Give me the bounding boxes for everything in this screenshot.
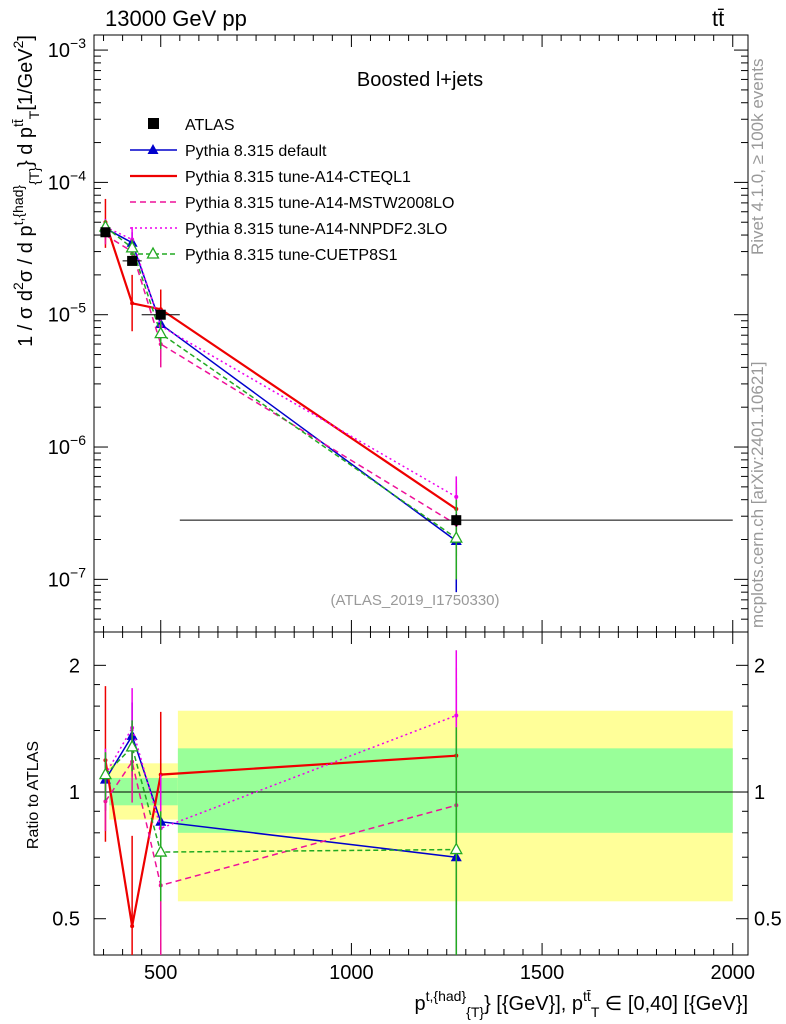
x-tick-label: 1500	[520, 962, 565, 984]
ratio-point-4	[125, 739, 139, 752]
ratio-y-tick-label: 1	[69, 782, 80, 804]
series-point-4	[125, 240, 139, 253]
ratio-point-2	[103, 799, 108, 804]
legend-label-2: Pythia 8.315 tune-A14-MSTW2008LO	[185, 195, 454, 212]
ratio-point-1	[130, 924, 135, 929]
ratio-point-4	[154, 844, 168, 857]
ratio-line-1	[104, 754, 457, 927]
ratio-y-tick-label: 0.5	[52, 909, 80, 931]
data-point	[127, 255, 138, 266]
legend-label-3: Pythia 8.315 tune-A14-NNPDF2.3LO	[185, 221, 447, 238]
ratio-point-4	[98, 767, 113, 780]
ratio-band-green-1	[177, 748, 733, 833]
ratio-y-tick-label-right: 1	[754, 782, 765, 804]
ratio-plot-frame	[93, 631, 749, 956]
ratio-y-tick-label-right: 0.5	[754, 909, 782, 931]
data-point	[451, 515, 462, 526]
legend-marker-atlas	[148, 118, 159, 129]
legend-marker-0	[147, 144, 159, 154]
y-axis-label: 1 / σ d2σ / d pt,{had}{T}} d ptt̄T[1/GeV…	[10, 35, 42, 347]
data-point	[100, 227, 111, 238]
series-line-0	[105, 227, 457, 542]
legend-marker-4	[146, 246, 160, 259]
x-tick-label: 500	[144, 962, 177, 984]
header-right: tt̄	[712, 6, 725, 31]
y-tick-label: 10−5	[48, 300, 86, 327]
y-tick-label: 10−6	[48, 432, 86, 459]
ratio-point-3	[454, 713, 459, 718]
legend-label-0: Pythia 8.315 default	[185, 143, 327, 160]
series-line-3	[105, 226, 457, 498]
series-line-1	[104, 221, 457, 510]
plot-title: Boosted l+jets	[357, 69, 483, 91]
legend-label-4: Pythia 8.315 tune-CUETP8S1	[185, 247, 398, 264]
series-point-4	[154, 326, 168, 339]
ratio-y-tick-label-right: 2	[754, 655, 765, 677]
series-point-3	[454, 494, 459, 499]
analysis-watermark: (ATLAS_2019_I1750330)	[330, 592, 499, 609]
legend-label-1: Pythia 8.315 tune-A14-CTEQL1	[185, 169, 411, 186]
header-left: 13000 GeV pp	[105, 6, 247, 31]
x-tick-label: 2000	[710, 962, 755, 984]
y-tick-label: 10−7	[48, 564, 86, 591]
series-point-1	[130, 301, 135, 306]
series-line-2	[105, 234, 457, 526]
series-point-4	[449, 530, 463, 543]
y-tick-label: 10−3	[48, 35, 86, 62]
data-point	[155, 309, 166, 320]
ratio-y-axis-label: Ratio to ATLAS	[25, 741, 42, 849]
ratio-line-2	[104, 759, 457, 887]
x-axis-label: pt,{had}{T}} [{GeV}], ptt̄T ∈ [0,40] [{G…	[415, 988, 748, 1020]
ratio-point-4	[449, 842, 463, 855]
ratio-y-tick-label: 2	[69, 655, 80, 677]
ratio-line-4	[104, 745, 457, 853]
x-tick-label: 1000	[329, 962, 374, 984]
legend-label-atlas: ATLAS	[185, 117, 235, 134]
series-line-4	[104, 226, 457, 539]
ratio-line-3	[104, 714, 457, 830]
y-tick-label: 10−4	[48, 167, 86, 194]
